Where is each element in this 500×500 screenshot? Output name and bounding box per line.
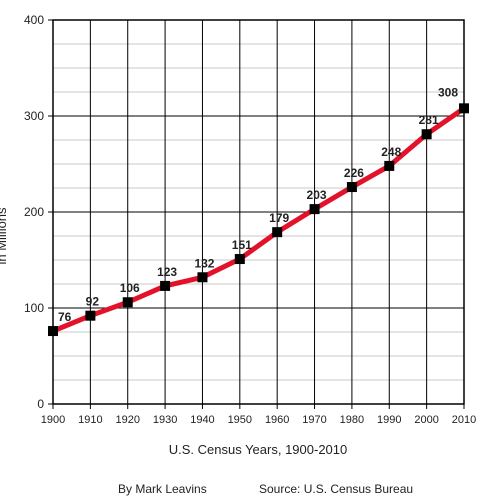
data-label: 281 <box>419 113 439 127</box>
series-line <box>50 105 467 334</box>
x-axis-label: U.S. Census Years, 1900-2010 <box>169 442 348 457</box>
y-tick-label: 0 <box>37 397 44 411</box>
data-point-marker <box>421 129 432 140</box>
data-label: 308 <box>438 85 458 99</box>
x-tick-label: 1910 <box>78 414 102 426</box>
data-label: 132 <box>194 256 214 270</box>
y-tick-label: 400 <box>24 13 44 27</box>
data-label: 76 <box>58 310 72 324</box>
y-tick-label: 300 <box>24 109 44 123</box>
data-point-marker <box>346 182 357 193</box>
y-tick-label: 200 <box>24 205 44 219</box>
data-label: 226 <box>344 166 364 180</box>
x-tick-label: 1960 <box>265 414 289 426</box>
data-point-marker <box>122 297 133 308</box>
y-tick-labels: 0 100 200 300 400 <box>24 13 44 411</box>
x-tick-label: 1940 <box>190 414 214 426</box>
data-label: 106 <box>120 281 140 295</box>
author-credit: By Mark Leavins <box>118 482 207 496</box>
data-point-marker <box>234 254 245 265</box>
x-tick-labels: 1900 1910 1920 1930 1940 1950 1960 1970 1980 1990… <box>41 414 476 426</box>
data-point-marker <box>85 310 96 321</box>
x-tick-label: 2000 <box>414 414 438 426</box>
data-markers <box>48 103 469 337</box>
x-tick-label: 1930 <box>153 414 177 426</box>
data-point-marker <box>272 227 283 238</box>
data-point-marker <box>197 272 208 283</box>
y-tick-label: 100 <box>24 301 44 315</box>
data-label: 248 <box>381 145 401 159</box>
data-label: 151 <box>232 238 252 252</box>
data-label: 203 <box>307 188 327 202</box>
data-point-marker <box>459 103 469 114</box>
population-line <box>50 105 467 334</box>
data-point-marker <box>160 280 171 291</box>
data-label: 92 <box>86 295 100 309</box>
data-point-marker <box>309 204 320 215</box>
data-point-marker <box>48 326 58 337</box>
data-labels: 76 92 106 123 132 151 179 203 226 248 281 308 <box>58 85 458 324</box>
x-tick-label: 2010 <box>452 414 476 426</box>
y-axis-label: in Millions <box>0 207 9 265</box>
axes <box>48 19 465 409</box>
data-point-marker <box>384 160 395 171</box>
data-label: 123 <box>157 265 177 279</box>
x-tick-label: 1920 <box>115 414 139 426</box>
x-tick-label: 1970 <box>302 414 326 426</box>
x-tick-label: 1950 <box>228 414 252 426</box>
x-tick-label: 1900 <box>41 414 65 426</box>
x-tick-label: 1990 <box>377 414 401 426</box>
source-credit: Source: U.S. Census Bureau <box>259 482 413 496</box>
x-tick-label: 1980 <box>340 414 364 426</box>
grid-lines <box>52 19 465 405</box>
data-label: 179 <box>269 211 289 225</box>
